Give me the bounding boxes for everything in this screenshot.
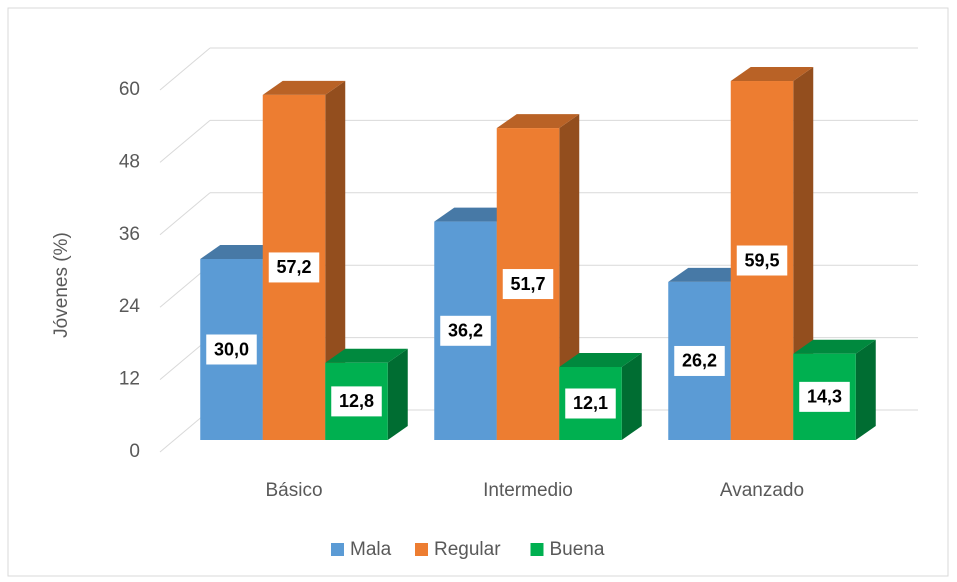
data-label: 26,2 <box>682 351 717 371</box>
data-label: 59,5 <box>744 250 779 270</box>
data-label: 36,2 <box>448 321 483 341</box>
data-label-box <box>502 269 554 300</box>
grid-line <box>159 192 211 236</box>
data-label: 14,3 <box>807 387 842 407</box>
bar-top <box>793 339 876 354</box>
bar-side <box>387 348 408 440</box>
y-axis-title: Jóvenes (%) <box>51 232 72 338</box>
bar-top <box>434 207 517 222</box>
data-label: 30,0 <box>214 339 249 359</box>
data-label-box <box>565 388 616 419</box>
data-label-box <box>799 381 850 412</box>
bar-side <box>855 339 876 440</box>
bar-top <box>325 348 408 363</box>
y-tick-label: 0 <box>129 441 140 462</box>
data-label-box <box>440 315 491 346</box>
grid-line <box>159 47 211 91</box>
bar-top <box>200 245 283 259</box>
data-label-box <box>206 334 257 365</box>
data-label-box <box>674 345 725 376</box>
legend-swatch <box>331 543 344 556</box>
bar-top <box>559 352 642 367</box>
y-tick-label: 36 <box>119 224 140 245</box>
data-label: 51,7 <box>510 274 545 294</box>
legend-label: Buena <box>550 539 605 560</box>
data-label: 57,2 <box>276 257 311 277</box>
legend-swatch <box>530 543 544 556</box>
data-label: 12,8 <box>339 391 374 411</box>
data-label-box <box>736 245 788 276</box>
y-tick-label: 12 <box>119 369 140 390</box>
x-tick-label: Intermedio <box>483 480 573 501</box>
data-label-box <box>268 252 320 283</box>
legend-swatch <box>415 543 428 556</box>
x-tick-label: Avanzado <box>720 480 804 501</box>
data-label: 12,1 <box>573 393 608 413</box>
data-label-box <box>331 386 382 417</box>
x-tick-label: Básico <box>265 480 322 501</box>
bar-side <box>621 352 642 440</box>
grid-line <box>159 120 211 163</box>
bar-top <box>730 67 814 82</box>
bar-top <box>496 114 580 129</box>
bar-top <box>668 267 751 282</box>
y-tick-label: 48 <box>119 151 140 172</box>
y-tick-label: 60 <box>119 79 140 100</box>
bar-side <box>325 80 346 440</box>
legend-label: Mala <box>350 539 392 560</box>
legend-label: Regular <box>434 539 501 560</box>
y-tick-label: 24 <box>119 296 141 317</box>
bar-top <box>262 80 346 95</box>
